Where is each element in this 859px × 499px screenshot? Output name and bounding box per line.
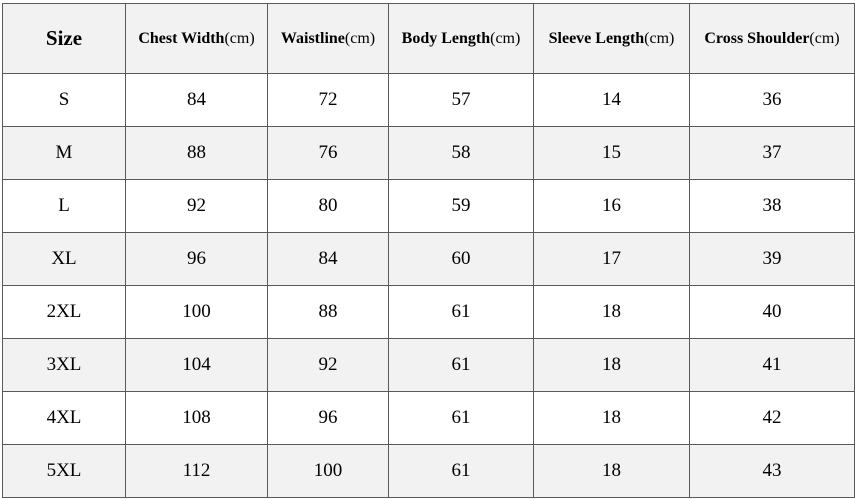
cell-cross-shoulder: 41: [689, 338, 855, 392]
cell-waistline: 92: [267, 338, 389, 392]
cell-cross-shoulder: 43: [689, 444, 855, 498]
cell-size: 3XL: [2, 338, 126, 392]
cell-chest-width: 108: [125, 391, 268, 445]
cell-chest-width: 100: [125, 285, 268, 339]
table-header: Size Chest Width(cm) Waistline(cm) Body …: [2, 3, 855, 74]
cell-waistline: 96: [267, 391, 389, 445]
cell-cross-shoulder: 38: [689, 179, 855, 233]
table-row: M 88 76 58 15 37: [2, 126, 855, 180]
cell-cross-shoulder: 42: [689, 391, 855, 445]
table-row: S 84 72 57 14 36: [2, 73, 855, 127]
cell-body-length: 59: [388, 179, 534, 233]
cell-chest-width: 104: [125, 338, 268, 392]
cell-sleeve-length: 18: [533, 285, 690, 339]
cell-size: M: [2, 126, 126, 180]
cell-cross-shoulder: 36: [689, 73, 855, 127]
cell-sleeve-length: 18: [533, 391, 690, 445]
table-row: 4XL 108 96 61 18 42: [2, 391, 855, 445]
cell-body-length: 61: [388, 444, 534, 498]
cell-body-length: 61: [388, 338, 534, 392]
header-cross-shoulder: Cross Shoulder(cm): [689, 3, 855, 74]
cell-size: 2XL: [2, 285, 126, 339]
cell-waistline: 88: [267, 285, 389, 339]
cell-sleeve-length: 18: [533, 444, 690, 498]
cell-chest-width: 84: [125, 73, 268, 127]
cell-waistline: 76: [267, 126, 389, 180]
cell-waistline: 80: [267, 179, 389, 233]
cell-waistline: 72: [267, 73, 389, 127]
cell-cross-shoulder: 39: [689, 232, 855, 286]
cell-size: S: [2, 73, 126, 127]
table-row: 3XL 104 92 61 18 41: [2, 338, 855, 392]
cell-waistline: 100: [267, 444, 389, 498]
table-row: XL 96 84 60 17 39: [2, 232, 855, 286]
cell-chest-width: 96: [125, 232, 268, 286]
cell-size: XL: [2, 232, 126, 286]
table-row: 5XL 112 100 61 18 43: [2, 444, 855, 498]
header-body-length: Body Length(cm): [388, 3, 534, 74]
cell-waistline: 84: [267, 232, 389, 286]
cell-sleeve-length: 18: [533, 338, 690, 392]
header-sleeve-length: Sleeve Length(cm): [533, 3, 690, 74]
cell-sleeve-length: 14: [533, 73, 690, 127]
table-row: 2XL 100 88 61 18 40: [2, 285, 855, 339]
cell-body-length: 60: [388, 232, 534, 286]
header-size: Size: [2, 3, 126, 74]
cell-body-length: 61: [388, 391, 534, 445]
cell-chest-width: 88: [125, 126, 268, 180]
cell-size: L: [2, 179, 126, 233]
header-row: Size Chest Width(cm) Waistline(cm) Body …: [2, 3, 855, 74]
cell-size: 5XL: [2, 444, 126, 498]
table-body: S 84 72 57 14 36 M 88 76 58 15 37 L 92 8…: [2, 73, 855, 498]
cell-body-length: 58: [388, 126, 534, 180]
cell-cross-shoulder: 37: [689, 126, 855, 180]
cell-chest-width: 112: [125, 444, 268, 498]
header-chest-width: Chest Width(cm): [125, 3, 268, 74]
table-row: L 92 80 59 16 38: [2, 179, 855, 233]
cell-sleeve-length: 17: [533, 232, 690, 286]
size-chart-table: Size Chest Width(cm) Waistline(cm) Body …: [2, 3, 855, 498]
cell-body-length: 61: [388, 285, 534, 339]
cell-size: 4XL: [2, 391, 126, 445]
header-waistline: Waistline(cm): [267, 3, 389, 74]
cell-cross-shoulder: 40: [689, 285, 855, 339]
cell-chest-width: 92: [125, 179, 268, 233]
cell-body-length: 57: [388, 73, 534, 127]
cell-sleeve-length: 16: [533, 179, 690, 233]
cell-sleeve-length: 15: [533, 126, 690, 180]
